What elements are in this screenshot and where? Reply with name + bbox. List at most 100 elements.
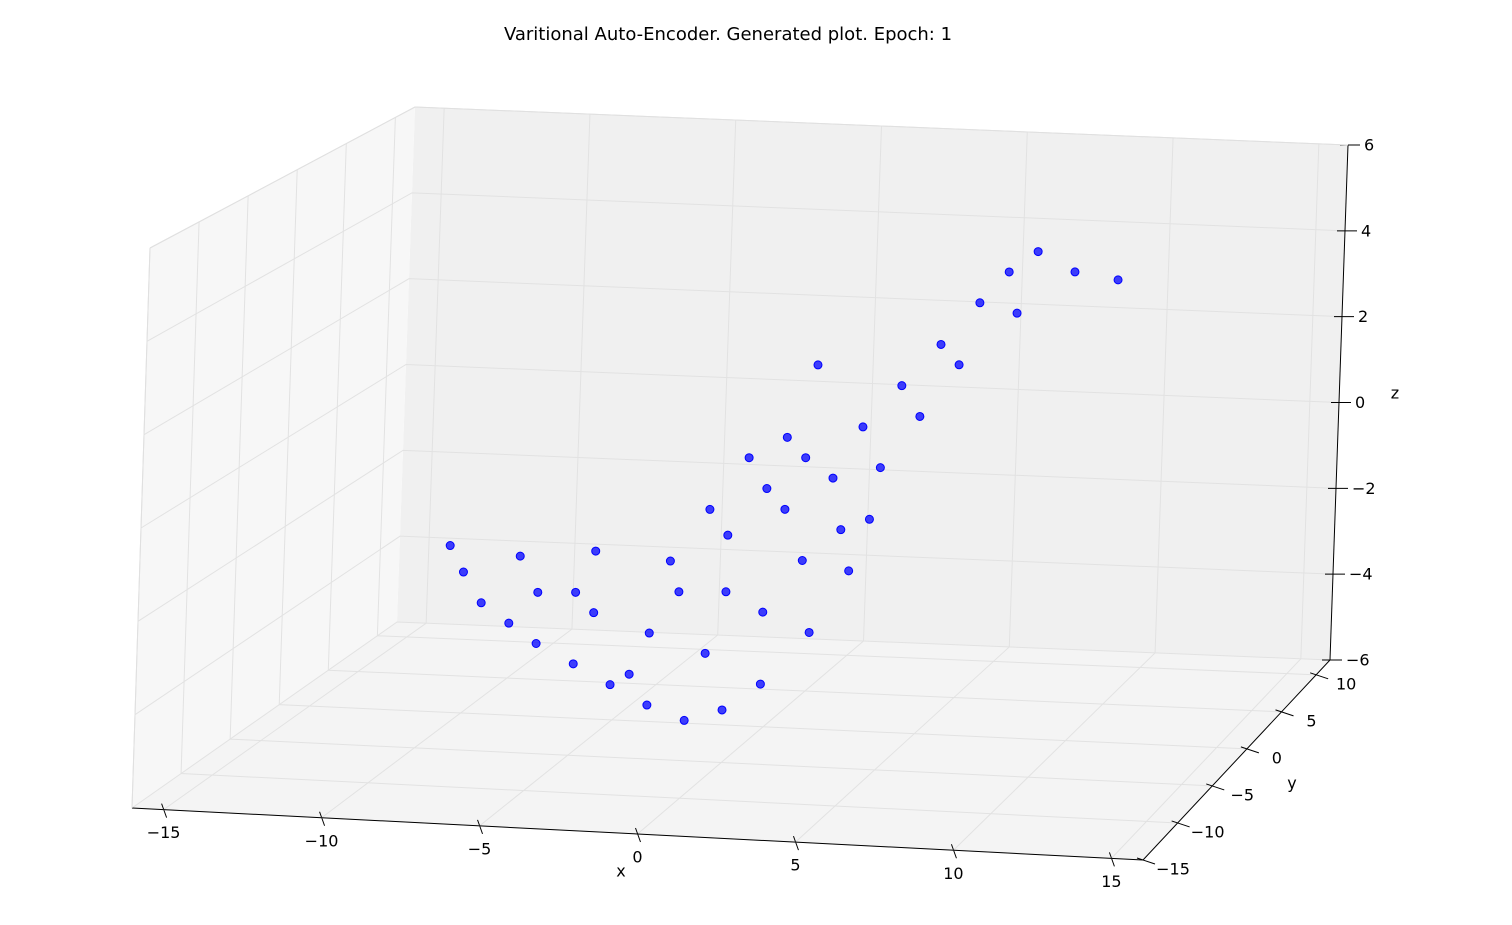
x-tick-label: 5 bbox=[790, 856, 800, 875]
pane-edge bbox=[131, 247, 151, 809]
pane-edge bbox=[414, 106, 1349, 146]
y-tick bbox=[1206, 783, 1225, 791]
x-tick-label: 15 bbox=[1101, 872, 1121, 891]
y-tick-label: −15 bbox=[1156, 860, 1190, 879]
z-tick-label: 4 bbox=[1361, 221, 1371, 240]
x-tick-label: 0 bbox=[632, 848, 642, 867]
y-axis-label: y bbox=[1287, 774, 1296, 793]
grid-line bbox=[137, 449, 1337, 622]
point bbox=[762, 484, 772, 494]
axis-line bbox=[1329, 144, 1349, 661]
z-tick-label: 6 bbox=[1364, 136, 1374, 155]
point bbox=[954, 360, 964, 370]
point bbox=[858, 422, 868, 432]
x-tick-label: −15 bbox=[147, 823, 181, 842]
point bbox=[445, 541, 455, 551]
point bbox=[644, 628, 654, 638]
point bbox=[605, 680, 615, 690]
point bbox=[828, 473, 838, 483]
z-tick-label: −4 bbox=[1349, 565, 1373, 584]
x-tick-label: 10 bbox=[943, 864, 963, 883]
x-tick-label: −10 bbox=[305, 831, 339, 850]
y-tick-label: −10 bbox=[1191, 822, 1225, 841]
point bbox=[897, 381, 907, 391]
point bbox=[758, 607, 768, 617]
axis-line bbox=[1142, 659, 1331, 861]
point bbox=[591, 546, 601, 556]
grid-line bbox=[146, 192, 1346, 342]
point bbox=[642, 700, 652, 710]
y-tick-label: 5 bbox=[1306, 711, 1316, 730]
point bbox=[782, 432, 792, 442]
point bbox=[1070, 267, 1080, 277]
y-tick-label: 10 bbox=[1336, 674, 1356, 693]
left-pane bbox=[132, 107, 415, 808]
point bbox=[624, 669, 634, 679]
point bbox=[1113, 275, 1123, 285]
z-tick-label: −2 bbox=[1352, 479, 1376, 498]
point bbox=[723, 530, 733, 540]
x-tick bbox=[319, 811, 326, 826]
y-tick bbox=[1136, 857, 1156, 865]
y-tick-label: 0 bbox=[1272, 748, 1282, 767]
point bbox=[700, 648, 710, 658]
z-axis-label: z bbox=[1391, 384, 1399, 403]
z-tick-label: −6 bbox=[1346, 651, 1370, 670]
grid-line bbox=[143, 278, 1343, 436]
point bbox=[744, 453, 754, 463]
x-tick bbox=[635, 827, 641, 843]
x-tick-label: −5 bbox=[468, 839, 492, 858]
point bbox=[915, 411, 925, 421]
point bbox=[755, 679, 765, 689]
point bbox=[674, 587, 684, 597]
axis-line bbox=[131, 807, 1144, 861]
point bbox=[864, 514, 874, 524]
point bbox=[568, 659, 578, 669]
point bbox=[665, 556, 675, 566]
point bbox=[589, 608, 599, 618]
y-tick bbox=[1309, 672, 1329, 680]
point bbox=[797, 555, 807, 565]
point bbox=[801, 453, 811, 463]
point bbox=[571, 587, 581, 597]
point bbox=[975, 298, 985, 308]
point bbox=[1033, 247, 1043, 257]
point bbox=[936, 339, 946, 349]
point bbox=[780, 504, 790, 514]
pane-edge bbox=[149, 106, 416, 249]
floor-pane bbox=[132, 622, 1330, 860]
point bbox=[531, 638, 541, 648]
point bbox=[717, 705, 727, 715]
point bbox=[504, 618, 514, 628]
point bbox=[533, 587, 543, 597]
point bbox=[836, 525, 846, 535]
x-tick bbox=[161, 803, 168, 818]
y-tick bbox=[1171, 820, 1190, 828]
point bbox=[804, 627, 814, 637]
y-tick bbox=[1275, 709, 1294, 717]
grid-line bbox=[131, 621, 1331, 809]
grid-line bbox=[134, 535, 1334, 716]
z-tick-label: 0 bbox=[1355, 393, 1365, 412]
x-tick bbox=[792, 835, 799, 851]
point bbox=[458, 567, 468, 577]
x-tick bbox=[477, 819, 484, 835]
point bbox=[1004, 267, 1014, 277]
point bbox=[705, 504, 715, 514]
point bbox=[515, 551, 525, 561]
z-tick-label: 2 bbox=[1358, 307, 1368, 326]
grid-line bbox=[140, 363, 1340, 529]
x-tick bbox=[950, 844, 957, 859]
point bbox=[875, 463, 885, 473]
x-tick bbox=[1108, 852, 1115, 867]
point bbox=[813, 360, 823, 370]
x-axis-label: x bbox=[616, 862, 625, 881]
point bbox=[679, 715, 689, 725]
chart-title: Varitional Auto-Encoder. Generated plot.… bbox=[504, 24, 952, 45]
point bbox=[721, 587, 731, 597]
point bbox=[476, 598, 486, 608]
point bbox=[844, 566, 854, 576]
y-tick bbox=[1240, 746, 1260, 754]
y-tick-label: −5 bbox=[1230, 785, 1254, 804]
